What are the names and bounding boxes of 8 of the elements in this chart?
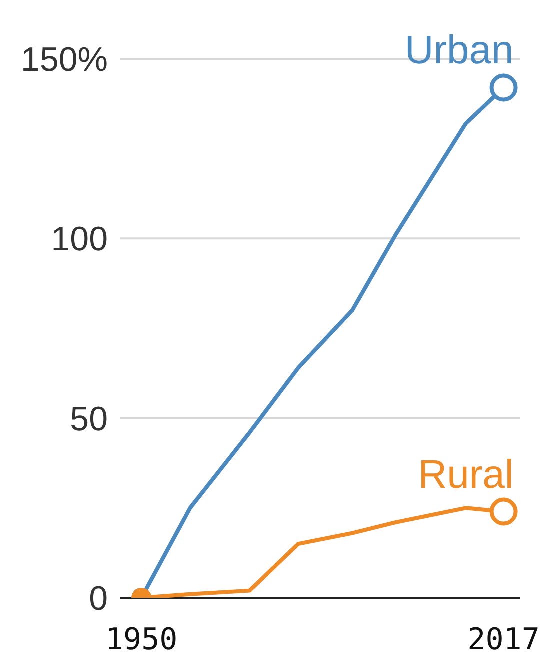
x-tick-label: 1950 xyxy=(105,622,178,658)
y-tick-label: 0 xyxy=(89,580,108,618)
y-tick-label: 150% xyxy=(21,41,108,80)
y-tick-label: 50 xyxy=(70,400,108,438)
series-label: Urban xyxy=(404,28,514,73)
y-tick-label: 100 xyxy=(51,220,108,259)
x-tick-label: 2017 xyxy=(468,622,540,658)
series-label: Rural xyxy=(418,452,514,497)
